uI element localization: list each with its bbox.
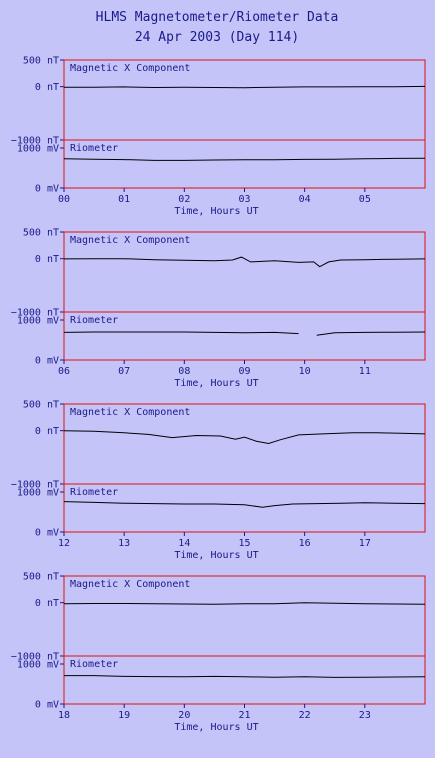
mag-label: Magnetic X Component <box>70 579 190 590</box>
x-axis-label: Time, Hours UT <box>174 722 258 733</box>
rio-ytick-label: 0 mV <box>35 528 59 539</box>
mag-ytick-label: 500 nT <box>23 572 59 583</box>
x-tick-label: 23 <box>359 710 371 721</box>
x-tick-label: 04 <box>299 194 311 205</box>
x-tick-label: 11 <box>359 366 371 377</box>
rio-ytick-label: 0 mV <box>35 184 59 195</box>
x-tick-label: 21 <box>238 710 250 721</box>
x-tick-label: 05 <box>359 194 371 205</box>
rio-label: Riometer <box>70 487 118 498</box>
x-tick-label: 18 <box>58 710 70 721</box>
x-tick-label: 22 <box>299 710 311 721</box>
mag-label: Magnetic X Component <box>70 407 190 418</box>
rio-label: Riometer <box>70 315 118 326</box>
rio-ytick-label: 1000 mV <box>17 660 59 671</box>
mag-trace <box>63 256 426 268</box>
rio-ytick-label: 1000 mV <box>17 316 59 327</box>
x-tick-label: 15 <box>238 538 250 549</box>
x-tick-label: 10 <box>299 366 311 377</box>
x-tick-label: 20 <box>178 710 190 721</box>
x-axis-label: Time, Hours UT <box>174 378 258 389</box>
panel-2: Magnetic X Component 500 nT 0 nT −1000 nT Ri… <box>11 400 426 561</box>
x-tick-label: 17 <box>359 538 371 549</box>
x-tick-label: 03 <box>238 194 250 205</box>
x-tick-label: 13 <box>118 538 130 549</box>
rio-ytick-label: 1000 mV <box>17 488 59 499</box>
x-tick-label: 14 <box>178 538 190 549</box>
mag-ytick-label: 500 nT <box>23 56 59 67</box>
x-tick-label: 01 <box>118 194 130 205</box>
x-tick-label: 06 <box>58 366 70 377</box>
x-tick-label: 07 <box>118 366 130 377</box>
chart-date: 24 Apr 2003 (Day 114) <box>135 30 299 45</box>
mag-label: Magnetic X Component <box>70 63 190 74</box>
rio-trace <box>63 501 426 508</box>
mag-trace <box>63 602 426 605</box>
panels: Magnetic X Component 500 nT 0 nT −1000 nT Ri… <box>11 56 426 733</box>
rio-trace <box>64 675 426 678</box>
mag-ytick-label: 0 nT <box>35 82 59 93</box>
panel-3: Magnetic X Component 500 nT 0 nT −1000 nT Ri… <box>11 572 426 733</box>
mag-ytick-label: 500 nT <box>23 228 59 239</box>
x-axis-label: Time, Hours UT <box>174 550 258 561</box>
panel-1: Magnetic X Component 500 nT 0 nT −1000 nT Ri… <box>11 228 426 389</box>
rio-trace <box>63 331 426 336</box>
rio-label: Riometer <box>70 659 118 670</box>
mag-ytick-label: 0 nT <box>35 254 59 265</box>
x-tick-label: 02 <box>178 194 190 205</box>
rio-trace <box>63 157 426 161</box>
x-tick-label: 19 <box>118 710 130 721</box>
x-tick-label: 08 <box>178 366 190 377</box>
rio-ytick-label: 0 mV <box>35 356 59 367</box>
rio-label: Riometer <box>70 143 118 154</box>
x-tick-label: 00 <box>58 194 70 205</box>
x-tick-label: 09 <box>238 366 250 377</box>
mag-trace <box>63 430 426 445</box>
mag-ytick-label: −1000 nT <box>11 136 59 147</box>
mag-ytick-label: −1000 nT <box>11 480 59 491</box>
x-tick-label: 12 <box>58 538 70 549</box>
panel-0: Magnetic X Component 500 nT 0 nT −1000 nT Ri… <box>11 56 426 217</box>
mag-ytick-label: 500 nT <box>23 400 59 411</box>
mag-ytick-label: −1000 nT <box>11 308 59 319</box>
mag-label: Magnetic X Component <box>70 235 190 246</box>
mag-ytick-label: 0 nT <box>35 426 59 437</box>
mag-ytick-label: 0 nT <box>35 598 59 609</box>
x-tick-label: 16 <box>299 538 311 549</box>
chart-title: HLMS Magnetometer/Riometer Data <box>96 10 339 25</box>
mag-trace <box>64 85 426 89</box>
x-axis-label: Time, Hours UT <box>174 206 258 217</box>
mag-ytick-label: −1000 nT <box>11 652 59 663</box>
rio-ytick-label: 0 mV <box>35 700 59 711</box>
rio-ytick-label: 1000 mV <box>17 144 59 155</box>
